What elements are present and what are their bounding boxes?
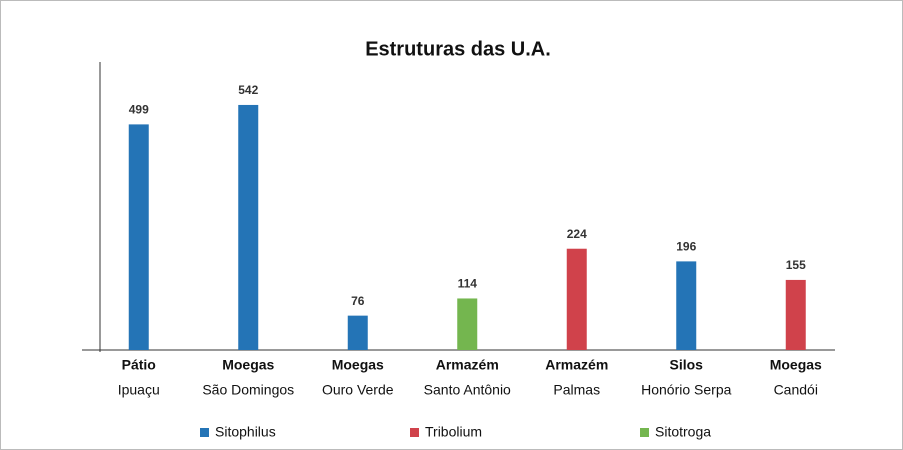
category-sublabel: Ouro Verde [322,382,394,398]
legend-swatch [640,428,649,437]
value-label: 499 [129,103,149,117]
chart-title: Estruturas das U.A. [365,38,551,60]
bar [238,104,259,351]
legend-label: Sitotroga [655,424,711,440]
category-sublabel: São Domingos [202,382,294,398]
legend-label: Sitophilus [215,424,276,440]
bar [566,248,587,350]
category-label: Moegas [222,357,274,373]
bar [347,315,368,350]
bar [457,298,478,350]
category-sublabel: Ipuaçu [118,382,160,398]
category-label: Pátio [122,357,156,373]
category-sublabel: Honório Serpa [641,382,731,398]
value-label: 224 [567,227,587,241]
category-label: Silos [670,357,704,373]
category-sublabel: Santo Antônio [424,382,511,398]
value-label: 196 [676,240,696,254]
value-label: 76 [351,294,365,308]
category-label: Armazém [545,357,608,373]
value-label: 542 [238,83,258,97]
bar [128,124,149,351]
legend-label: Tribolium [425,424,482,440]
category-label: Moegas [332,357,384,373]
category-label: Armazém [436,357,499,373]
value-label: 114 [458,277,478,291]
value-label: 155 [786,258,806,272]
category-sublabel: Palmas [553,382,600,398]
legend-swatch [200,428,209,437]
bar [676,261,697,350]
category-sublabel: Candói [774,382,818,398]
category-label: Moegas [770,357,822,373]
legend-swatch [410,428,419,437]
bar [785,279,806,350]
